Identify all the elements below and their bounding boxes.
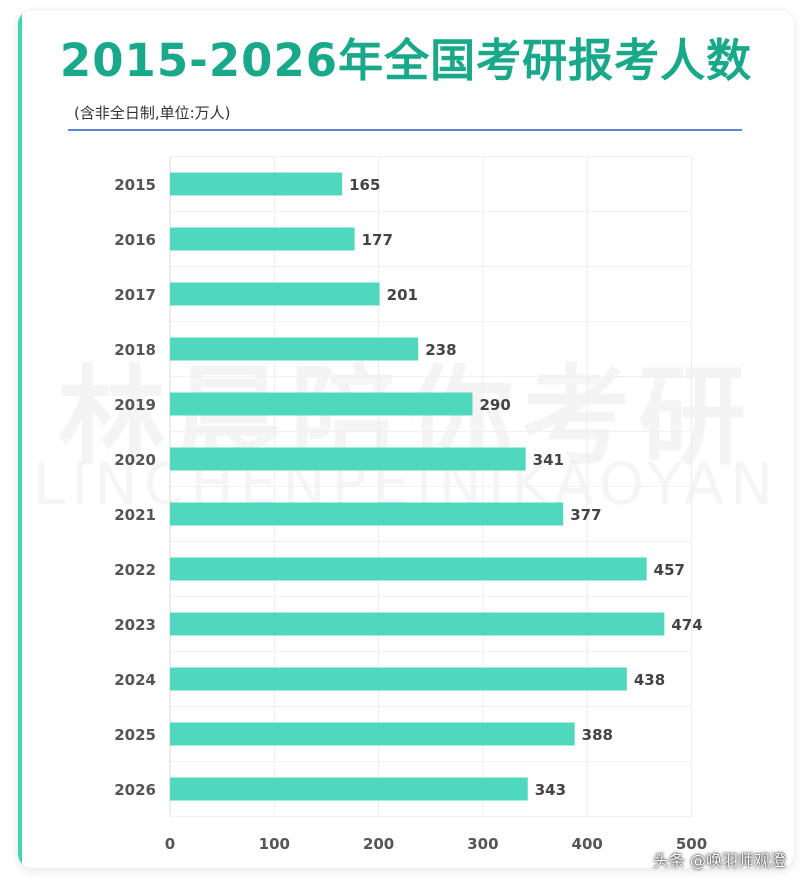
data-label: 438: [634, 671, 665, 689]
bar: [170, 612, 665, 636]
category-label: 2018: [114, 341, 156, 359]
data-label: 341: [533, 451, 564, 469]
category-label: 2016: [114, 231, 156, 249]
data-label: 474: [671, 616, 702, 634]
bar: [170, 227, 355, 251]
bar: [170, 282, 380, 306]
data-label: 377: [570, 506, 601, 524]
bar: [170, 667, 627, 691]
title-divider: [68, 129, 742, 131]
x-tick-label: 500: [676, 835, 707, 853]
data-label: 388: [582, 726, 613, 744]
category-label: 2021: [114, 506, 156, 524]
x-tick-label: 100: [259, 835, 290, 853]
category-label: 2026: [114, 781, 156, 799]
source-credit: 头条 @唤羽师观澄: [652, 851, 786, 870]
category-label: 2025: [114, 726, 156, 744]
x-tick-label: 0: [165, 835, 175, 853]
data-label: 290: [479, 396, 510, 414]
data-label: 177: [362, 231, 393, 249]
bar: [170, 337, 419, 361]
data-label: 201: [387, 286, 418, 304]
x-tick-label: 300: [467, 835, 498, 853]
category-label: 2020: [114, 451, 156, 469]
card-accent-bar: [18, 10, 22, 868]
bar: [170, 557, 647, 581]
data-label: 457: [654, 561, 685, 579]
bar: [170, 172, 343, 196]
category-label: 2017: [114, 286, 156, 304]
bar: [170, 502, 564, 526]
x-tick-label: 400: [572, 835, 603, 853]
bar: [170, 777, 528, 801]
category-label: 2015: [114, 176, 156, 194]
category-label: 2022: [114, 561, 156, 579]
bar: [170, 447, 526, 471]
data-label: 238: [425, 341, 456, 359]
bar: [170, 392, 473, 416]
chart-title: 2015-2026年全国考研报考人数: [59, 34, 753, 87]
category-label: 2019: [114, 396, 156, 414]
category-label: 2023: [114, 616, 156, 634]
x-tick-label: 200: [363, 835, 394, 853]
bar: [170, 722, 575, 746]
data-label: 165: [349, 176, 380, 194]
data-label: 343: [535, 781, 566, 799]
category-label: 2024: [114, 671, 156, 689]
chart-subtitle: (含非全日制,单位:万人): [74, 104, 231, 122]
